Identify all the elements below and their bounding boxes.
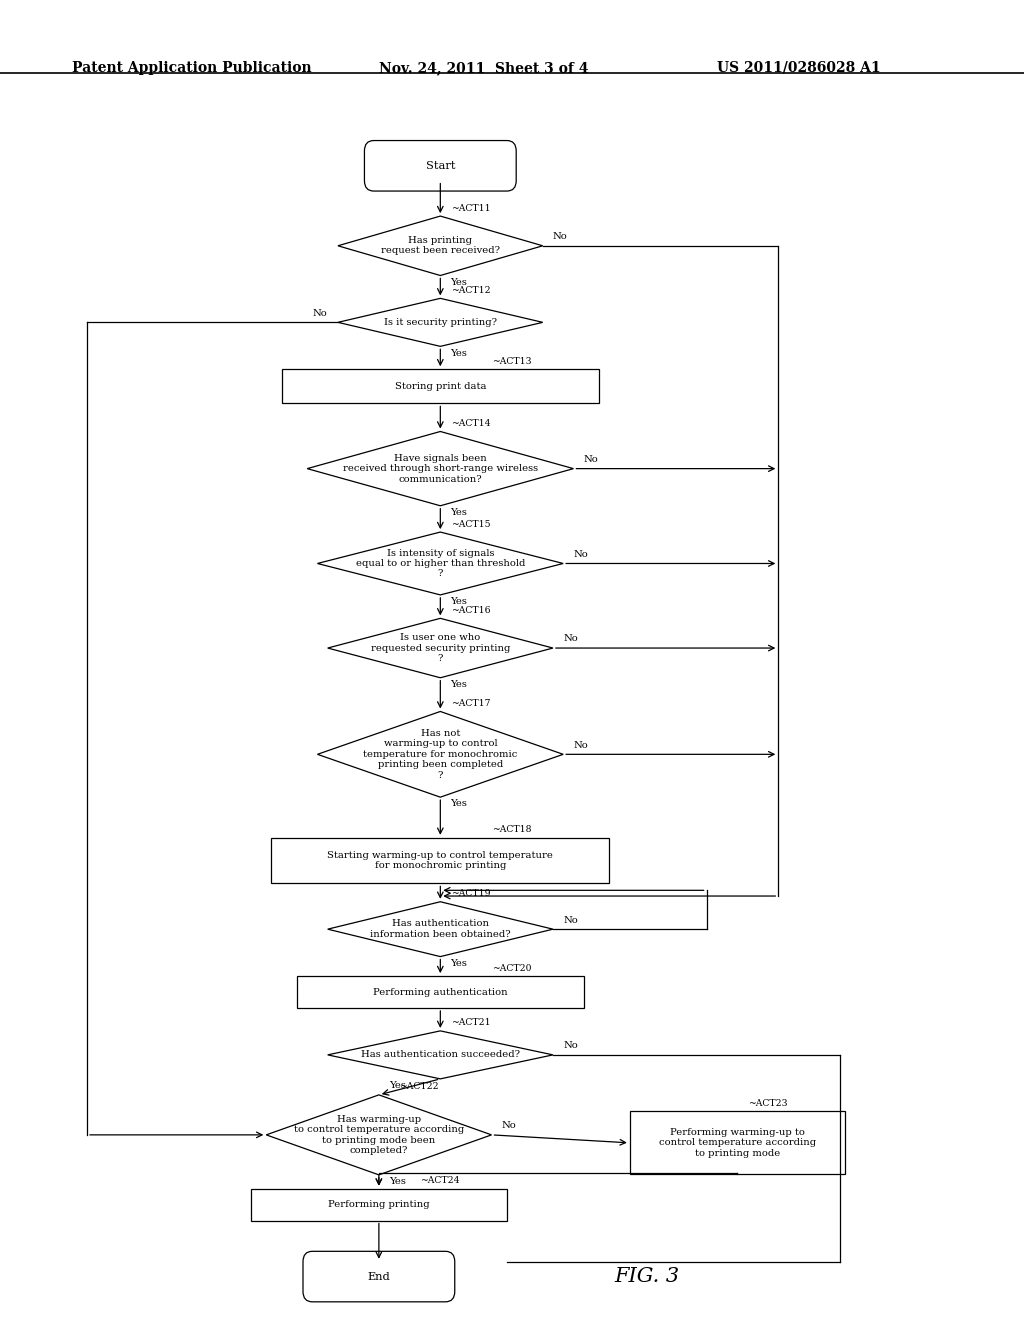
Text: No: No (563, 916, 578, 924)
Text: No: No (573, 550, 588, 558)
Text: ~ACT22: ~ACT22 (399, 1082, 439, 1092)
Text: Storing print data: Storing print data (394, 381, 486, 391)
Text: Yes: Yes (451, 800, 467, 808)
Text: ~ACT16: ~ACT16 (451, 606, 490, 615)
Text: Performing warming-up to
control temperature according
to printing mode: Performing warming-up to control tempera… (658, 1129, 816, 1158)
Text: Have signals been
received through short-range wireless
communication?: Have signals been received through short… (343, 454, 538, 483)
Text: US 2011/0286028 A1: US 2011/0286028 A1 (717, 61, 881, 75)
Text: ~ACT19: ~ACT19 (451, 890, 490, 899)
Bar (251, 1188, 507, 1221)
Text: Performing authentication: Performing authentication (373, 987, 508, 997)
Text: No: No (584, 455, 598, 465)
Text: No: No (553, 232, 567, 242)
Text: Has authentication succeeded?: Has authentication succeeded? (360, 1051, 520, 1060)
Text: ~ACT21: ~ACT21 (451, 1019, 490, 1027)
Text: ~ACT17: ~ACT17 (451, 700, 490, 708)
Bar (297, 975, 584, 1008)
Text: ~ACT11: ~ACT11 (451, 203, 490, 213)
Text: Starting warming-up to control temperature
for monochromic printing: Starting warming-up to control temperatu… (328, 851, 553, 870)
Text: Yes: Yes (451, 277, 467, 286)
Bar (630, 1111, 845, 1175)
Text: Start: Start (426, 161, 455, 170)
Text: Has authentication
information been obtained?: Has authentication information been obta… (370, 920, 511, 939)
Text: Performing printing: Performing printing (328, 1200, 430, 1209)
Text: Yes: Yes (451, 348, 467, 358)
Text: No: No (563, 635, 578, 643)
Text: Has not
warming-up to control
temperature for monochromic
printing been complete: Has not warming-up to control temperatur… (364, 729, 517, 780)
Text: Yes: Yes (451, 958, 467, 968)
Bar (271, 838, 609, 883)
Text: ~ACT12: ~ACT12 (451, 286, 490, 294)
Text: Is user one who
requested security printing
?: Is user one who requested security print… (371, 634, 510, 663)
Text: FIG. 3: FIG. 3 (614, 1267, 680, 1286)
Text: Is intensity of signals
equal to or higher than threshold
?: Is intensity of signals equal to or high… (355, 549, 525, 578)
Text: No: No (502, 1121, 516, 1130)
Text: Has printing
request been received?: Has printing request been received? (381, 236, 500, 256)
Text: Nov. 24, 2011  Sheet 3 of 4: Nov. 24, 2011 Sheet 3 of 4 (379, 61, 589, 75)
Text: ~ACT23: ~ACT23 (748, 1100, 787, 1107)
Text: Yes: Yes (451, 680, 467, 689)
Text: Yes: Yes (389, 1081, 406, 1090)
Text: ~ACT20: ~ACT20 (492, 964, 531, 973)
Text: ~ACT24: ~ACT24 (420, 1176, 460, 1185)
Text: ~ACT14: ~ACT14 (451, 418, 490, 428)
Text: ~ACT18: ~ACT18 (492, 825, 531, 834)
Text: Yes: Yes (389, 1177, 406, 1187)
Text: ~ACT13: ~ACT13 (492, 356, 531, 366)
Text: Patent Application Publication: Patent Application Publication (72, 61, 311, 75)
Text: No: No (313, 309, 328, 318)
Bar (282, 370, 599, 404)
Text: Has warming-up
to control temperature according
to printing mode been
completed?: Has warming-up to control temperature ac… (294, 1115, 464, 1155)
Text: Yes: Yes (451, 508, 467, 517)
Text: ~ACT15: ~ACT15 (451, 520, 490, 528)
Text: No: No (573, 741, 588, 750)
Text: End: End (368, 1271, 390, 1282)
Text: No: No (563, 1041, 578, 1051)
Text: Is it security printing?: Is it security printing? (384, 318, 497, 327)
Text: Yes: Yes (451, 597, 467, 606)
